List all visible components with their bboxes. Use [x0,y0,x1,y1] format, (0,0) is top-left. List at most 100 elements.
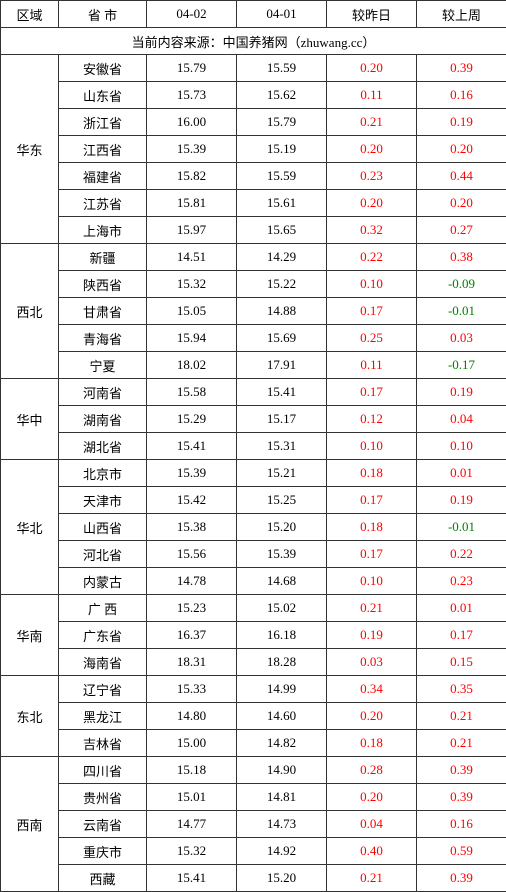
cell-province: 北京市 [59,460,147,487]
cell-yest: 0.20 [327,784,417,811]
cell-week: 0.16 [417,82,506,109]
cell-province: 青海省 [59,325,147,352]
cell-week: 0.17 [417,622,506,649]
table-row: 华东安徽省15.7915.590.200.39 [1,55,506,82]
table-row: 甘肃省15.0514.880.17-0.01 [1,298,506,325]
table-row: 上海市15.9715.650.320.27 [1,217,506,244]
cell-d2: 15.22 [237,271,327,298]
cell-province: 湖北省 [59,433,147,460]
cell-yest: 0.20 [327,55,417,82]
table-body: 华东安徽省15.7915.590.200.39山东省15.7315.620.11… [1,55,506,892]
cell-province: 宁夏 [59,352,147,379]
cell-yest: 0.23 [327,163,417,190]
cell-yest: 0.18 [327,460,417,487]
table-row: 西北新疆14.5114.290.220.38 [1,244,506,271]
cell-d2: 15.79 [237,109,327,136]
cell-d1: 15.39 [147,460,237,487]
cell-d2: 15.59 [237,55,327,82]
cell-province: 河南省 [59,379,147,406]
cell-week: 0.01 [417,595,506,622]
cell-week: 0.04 [417,406,506,433]
cell-d2: 15.41 [237,379,327,406]
cell-d1: 15.32 [147,271,237,298]
table-row: 江苏省15.8115.610.200.20 [1,190,506,217]
cell-yest: 0.21 [327,109,417,136]
table-row: 宁夏18.0217.910.11-0.17 [1,352,506,379]
cell-d1: 15.38 [147,514,237,541]
table-row: 吉林省15.0014.820.180.21 [1,730,506,757]
table-row: 湖南省15.2915.170.120.04 [1,406,506,433]
cell-d1: 15.82 [147,163,237,190]
cell-province: 重庆市 [59,838,147,865]
cell-d1: 14.78 [147,568,237,595]
table-row: 青海省15.9415.690.250.03 [1,325,506,352]
cell-d2: 15.25 [237,487,327,514]
cell-d2: 15.31 [237,433,327,460]
cell-d1: 15.18 [147,757,237,784]
cell-week: 0.20 [417,190,506,217]
cell-week: 0.39 [417,865,506,892]
cell-d2: 14.82 [237,730,327,757]
cell-yest: 0.25 [327,325,417,352]
cell-d2: 14.68 [237,568,327,595]
cell-d1: 16.00 [147,109,237,136]
cell-d2: 15.69 [237,325,327,352]
table-row: 重庆市15.3214.920.400.59 [1,838,506,865]
cell-province: 吉林省 [59,730,147,757]
price-table: 区域 省 市 04-02 04-01 较昨日 较上周 当前内容来源：中国养猪网（… [0,0,506,892]
cell-province: 云南省 [59,811,147,838]
cell-week: -0.17 [417,352,506,379]
header-vs-week: 较上周 [417,1,506,28]
source-text: 当前内容来源：中国养猪网（zhuwang.cc） [1,28,506,55]
table-row: 江西省15.3915.190.200.20 [1,136,506,163]
cell-yest: 0.11 [327,82,417,109]
region-cell: 东北 [1,676,59,757]
cell-yest: 0.20 [327,703,417,730]
cell-yest: 0.19 [327,622,417,649]
cell-d2: 15.17 [237,406,327,433]
cell-province: 天津市 [59,487,147,514]
cell-d2: 15.20 [237,514,327,541]
cell-d2: 15.19 [237,136,327,163]
cell-d2: 14.73 [237,811,327,838]
cell-d1: 15.33 [147,676,237,703]
header-date1: 04-02 [147,1,237,28]
cell-d1: 18.31 [147,649,237,676]
cell-yest: 0.22 [327,244,417,271]
cell-d2: 14.60 [237,703,327,730]
cell-week: 0.03 [417,325,506,352]
cell-d1: 15.73 [147,82,237,109]
cell-d2: 15.02 [237,595,327,622]
table-row: 广东省16.3716.180.190.17 [1,622,506,649]
cell-yest: 0.12 [327,406,417,433]
cell-d2: 14.90 [237,757,327,784]
header-row: 区域 省 市 04-02 04-01 较昨日 较上周 [1,1,506,28]
table-row: 内蒙古14.7814.680.100.23 [1,568,506,595]
cell-week: -0.01 [417,514,506,541]
table-row: 海南省18.3118.280.030.15 [1,649,506,676]
cell-yest: 0.32 [327,217,417,244]
cell-week: -0.09 [417,271,506,298]
cell-yest: 0.18 [327,514,417,541]
cell-d1: 15.01 [147,784,237,811]
table-row: 云南省14.7714.730.040.16 [1,811,506,838]
cell-yest: 0.11 [327,352,417,379]
cell-d1: 15.41 [147,865,237,892]
cell-d2: 15.61 [237,190,327,217]
cell-province: 江苏省 [59,190,147,217]
table-row: 东北辽宁省15.3314.990.340.35 [1,676,506,703]
cell-week: 0.44 [417,163,506,190]
cell-yest: 0.20 [327,136,417,163]
cell-d1: 18.02 [147,352,237,379]
region-cell: 西南 [1,757,59,892]
cell-province: 广东省 [59,622,147,649]
cell-week: -0.01 [417,298,506,325]
table-row: 湖北省15.4115.310.100.10 [1,433,506,460]
cell-week: 0.39 [417,784,506,811]
cell-province: 浙江省 [59,109,147,136]
cell-yest: 0.03 [327,649,417,676]
table-row: 浙江省16.0015.790.210.19 [1,109,506,136]
cell-d2: 14.29 [237,244,327,271]
cell-d1: 15.58 [147,379,237,406]
table-row: 华中河南省15.5815.410.170.19 [1,379,506,406]
